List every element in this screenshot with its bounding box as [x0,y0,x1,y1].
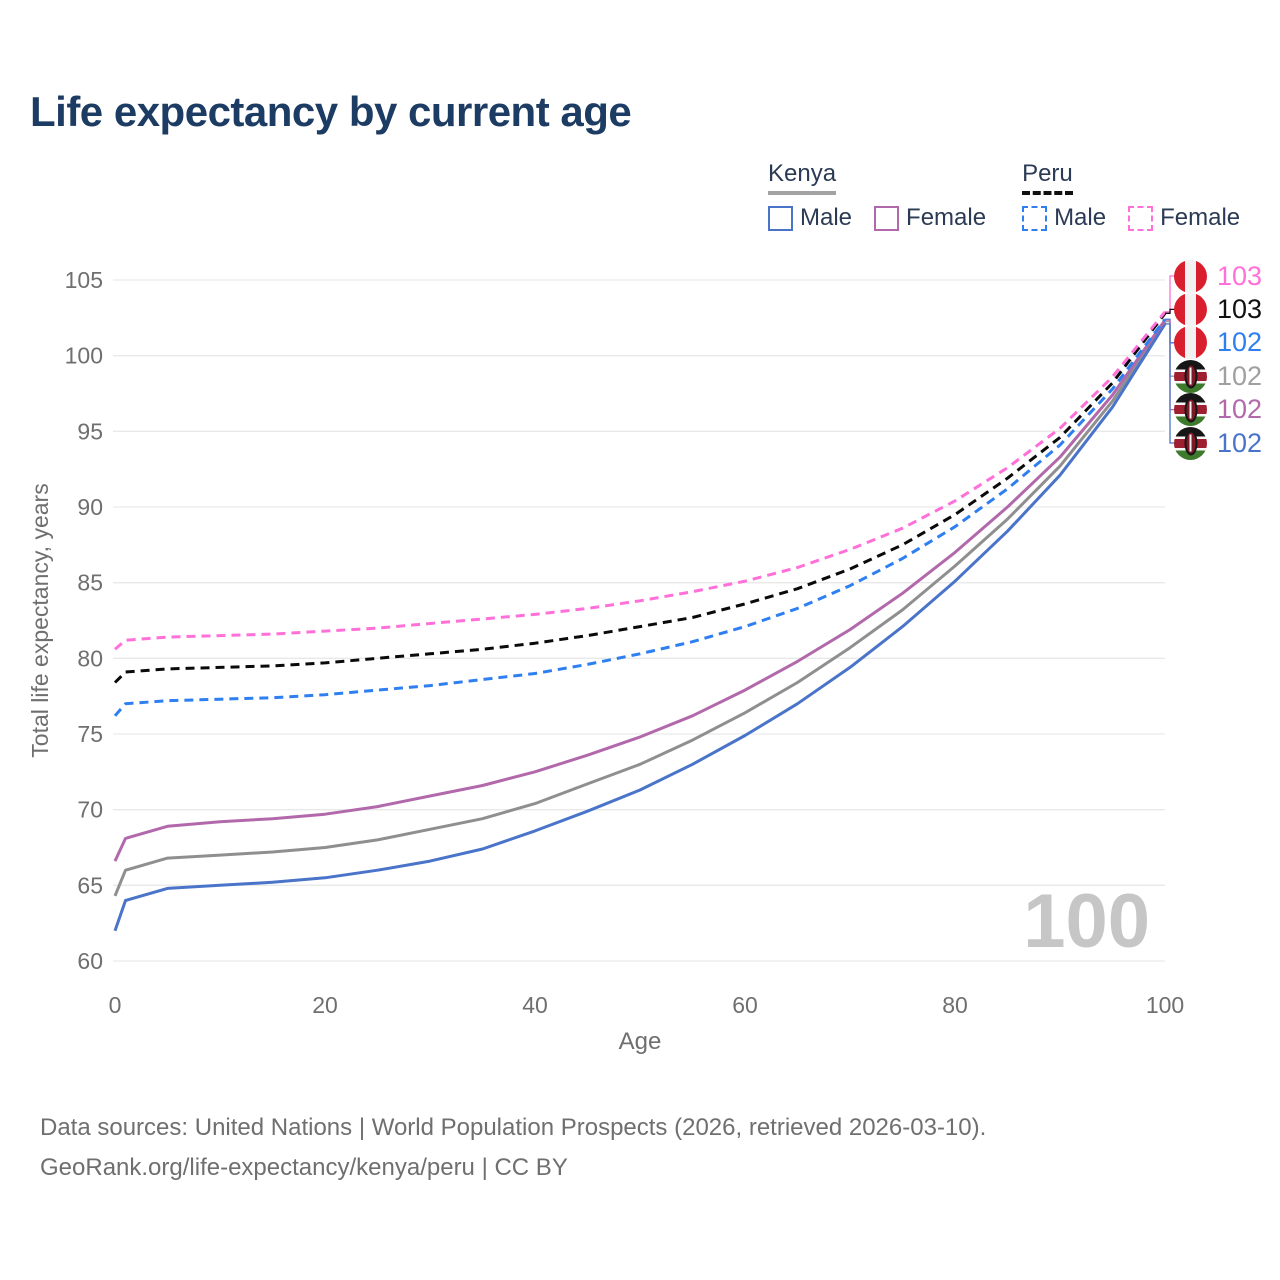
svg-text:90: 90 [77,494,103,520]
kenya-female-swatch-icon [874,205,900,231]
kenya-flag-icon [1174,359,1207,393]
series-line-peru[interactable] [113,312,1167,684]
legend-items-peru: Male Female [1022,204,1240,232]
legend: Kenya Male Female Peru Male [768,160,1240,232]
gridlines [113,279,1165,962]
end-label-row-peru: 103 [1174,292,1262,326]
legend-item-kenya-male[interactable]: Male [768,204,852,232]
peru-flag-icon [1174,292,1207,326]
series-line-kenya-male[interactable] [113,323,1167,932]
svg-text:85: 85 [77,570,103,596]
peru-flag-icon [1174,326,1207,360]
svg-text:75: 75 [77,721,103,747]
svg-text:80: 80 [942,992,968,1018]
svg-text:40: 40 [522,992,548,1018]
series-line-peru-male[interactable] [113,318,1167,717]
svg-text:60: 60 [732,992,758,1018]
age-watermark: 100 [1023,879,1150,964]
series-line-kenya[interactable] [113,320,1167,897]
y-axis-title: Total life expectancy, years [27,483,53,757]
svg-text:100: 100 [65,343,103,369]
footer-link[interactable]: GeoRank.org/life-expectancy/kenya/peru |… [40,1154,568,1181]
legend-item-label: Female [906,204,987,231]
legend-group-peru: Peru Male Female [1022,160,1240,232]
kenya-male-swatch-icon [768,205,793,231]
end-value-label: 102 [1217,427,1263,458]
svg-text:0: 0 [109,992,122,1018]
legend-item-label: Male [800,204,853,231]
end-value-label: 102 [1217,394,1263,425]
kenya-shield-icon [1184,430,1197,456]
y-axis-ticks: 60 65 70 75 80 85 90 95 100 105 [65,267,103,974]
kenya-flag-icon [1174,426,1207,460]
legend-header-peru[interactable]: Peru [1022,160,1073,195]
page-title: Life expectancy by current age [30,88,632,135]
end-value-label: 103 [1217,260,1263,291]
x-axis-ticks: 0 20 40 60 80 100 [109,992,1185,1018]
peru-male-swatch-icon [1022,205,1048,231]
svg-text:60: 60 [77,948,103,974]
series-line-peru-female[interactable] [114,310,1167,651]
svg-text:80: 80 [77,645,103,671]
svg-text:100: 100 [1146,992,1184,1018]
legend-item-label: Male [1054,204,1107,231]
kenya-shield-icon [1184,397,1197,423]
legend-items-kenya: Male Female [768,204,986,232]
svg-text:95: 95 [77,418,103,444]
svg-text:105: 105 [65,267,103,293]
kenya-shield-icon [1184,363,1197,389]
footer: Data sources: United Nations | World Pop… [40,1108,986,1188]
end-label-row-kenya-male: 102 [1174,426,1262,460]
end-label-row-kenya: 102 [1174,359,1262,393]
legend-item-peru-female[interactable]: Female [1128,204,1240,232]
kenya-flag-icon [1174,393,1207,427]
svg-text:65: 65 [77,872,103,898]
series-lines [113,310,1167,932]
end-label-row-peru-female: 103 [1174,259,1262,293]
end-value-label: 102 [1217,360,1263,391]
svg-text:20: 20 [312,992,338,1018]
legend-header-kenya[interactable]: Kenya [768,160,837,195]
end-label-row-kenya-female: 102 [1174,393,1262,427]
legend-item-kenya-female[interactable]: Female [874,204,986,232]
legend-item-peru-male[interactable]: Male [1022,204,1106,232]
x-axis-title: Age [619,1028,662,1055]
svg-text:70: 70 [77,797,103,823]
peru-flag-icon [1174,259,1207,293]
peru-female-swatch-icon [1128,205,1154,231]
series-line-kenya-female[interactable] [113,319,1167,862]
legend-group-kenya: Kenya Male Female [768,160,986,232]
footer-sources: Data sources: United Nations | World Pop… [40,1114,987,1141]
end-label-row-peru-male: 102 [1174,326,1262,360]
legend-item-label: Female [1160,204,1241,231]
end-value-label: 102 [1217,327,1263,358]
end-value-label: 103 [1217,293,1263,324]
